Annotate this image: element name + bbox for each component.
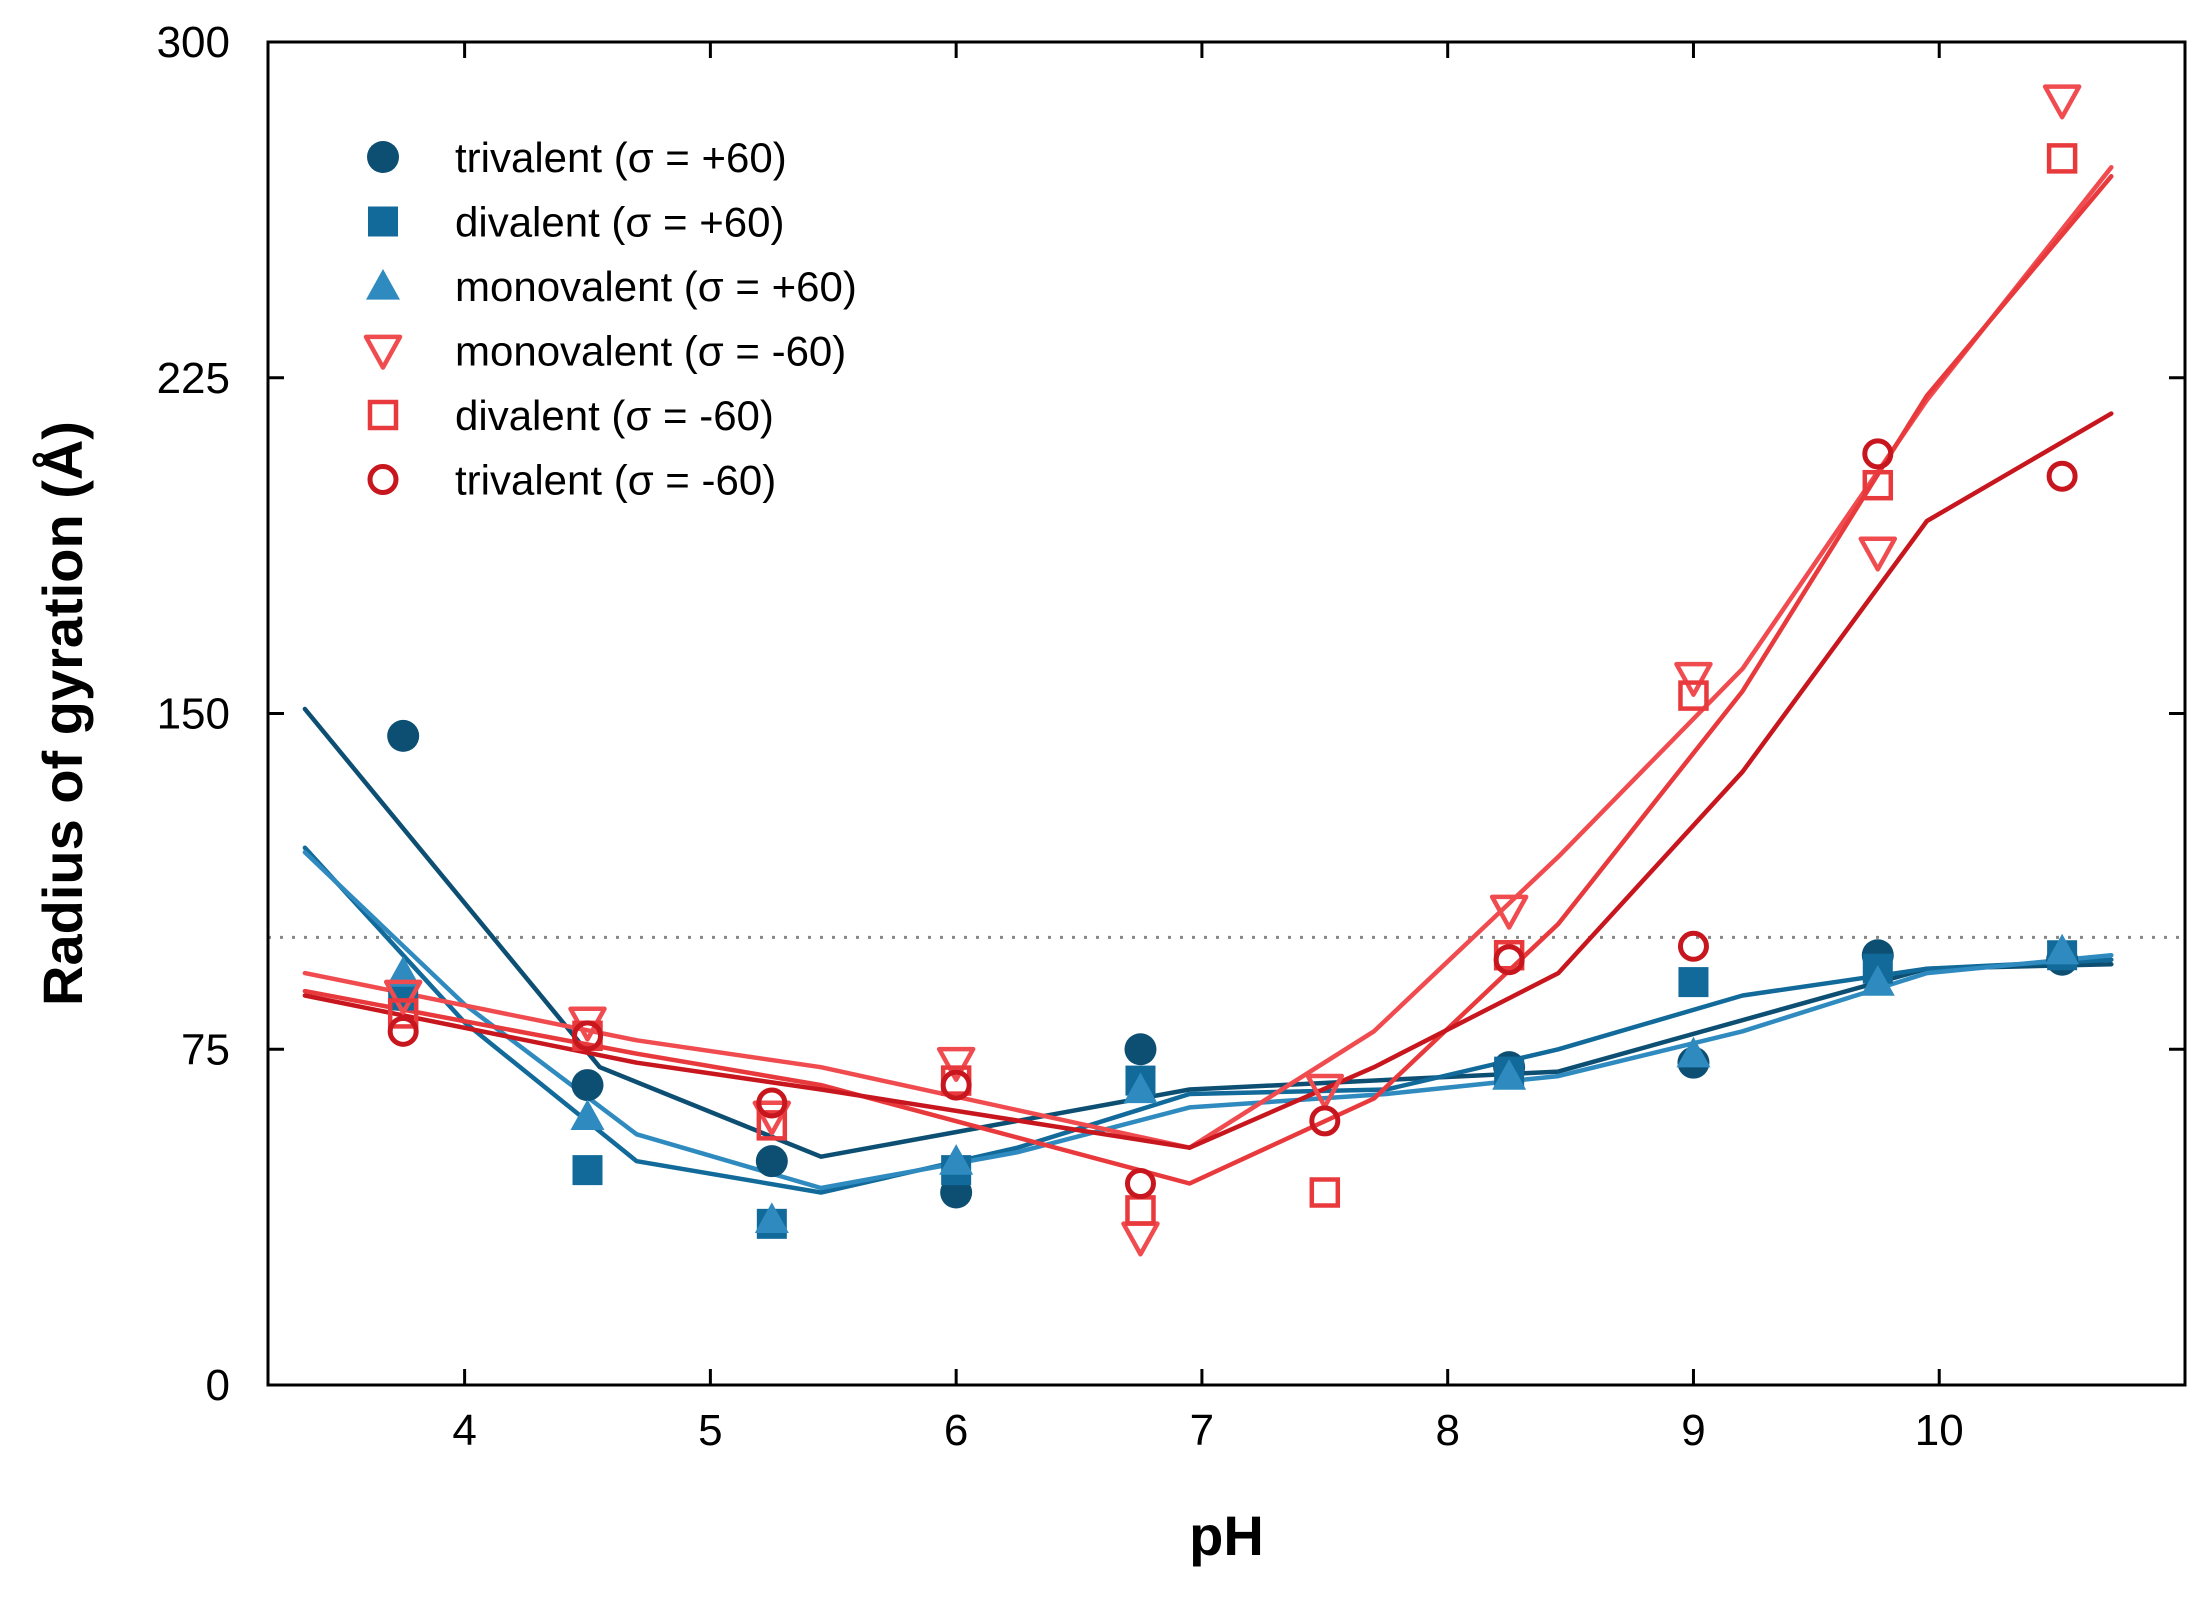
- legend-marker: [363, 334, 403, 370]
- data-point: [1123, 1072, 1158, 1104]
- data-point: [383, 979, 423, 1015]
- legend-marker: [368, 206, 398, 237]
- data-point: [387, 1015, 419, 1047]
- data-point: [386, 956, 421, 987]
- legend-label: divalent (σ = +60): [455, 199, 784, 246]
- legend-label: monovalent (σ = -60): [455, 328, 846, 375]
- x-tick-label: 7: [1190, 1406, 1214, 1455]
- legend-marker: [367, 141, 399, 173]
- data-points-layer: [383, 84, 2082, 1257]
- data-point: [754, 1202, 789, 1233]
- series-line-6: [302, 411, 2114, 1150]
- legend: trivalent (σ = +60) divalent (σ = +60) mon…: [363, 134, 857, 504]
- y-tick-label: 0: [206, 1361, 230, 1410]
- data-point: [1674, 661, 1713, 697]
- data-point: [570, 1099, 605, 1130]
- data-point: [387, 998, 419, 1029]
- y-tick-label: 300: [157, 18, 230, 67]
- legend-label: monovalent (σ = +60): [455, 263, 857, 310]
- data-point: [1125, 1195, 1156, 1226]
- legend-label: trivalent (σ = -60): [455, 457, 776, 504]
- data-point: [1124, 1168, 1156, 1200]
- data-point: [1858, 536, 1898, 572]
- data-point: [1677, 930, 1709, 962]
- data-point: [1309, 1177, 1341, 1208]
- data-point: [387, 719, 420, 752]
- data-point: [2045, 933, 2080, 965]
- data-point: [1309, 1105, 1341, 1137]
- legend-label: trivalent (σ = +60): [455, 134, 787, 181]
- data-point: [572, 1020, 603, 1052]
- data-point: [1492, 1059, 1527, 1090]
- legend-marker: [367, 399, 399, 431]
- y-tick-label: 75: [181, 1025, 230, 1074]
- data-point: [752, 1100, 792, 1136]
- y-tick-label: 225: [157, 354, 230, 403]
- data-point: [755, 1145, 788, 1178]
- x-tick-label: 6: [944, 1406, 968, 1455]
- legend-marker: [366, 269, 400, 300]
- data-point: [2046, 143, 2078, 174]
- data-point: [1678, 680, 1709, 711]
- data-point: [1862, 469, 1894, 501]
- data-point: [756, 1110, 788, 1141]
- data-point: [1676, 1036, 1711, 1068]
- x-tick-label: 10: [1915, 1406, 1964, 1455]
- data-point: [940, 1069, 972, 1101]
- x-tick-label: 5: [698, 1406, 722, 1455]
- x-tick-label: 9: [1681, 1406, 1705, 1455]
- data-point: [1124, 1033, 1157, 1066]
- data-point: [1493, 944, 1525, 976]
- y-axis-title: Radius of gyration (Å): [31, 421, 94, 1006]
- data-point: [1489, 894, 1529, 930]
- axis-ticks-layer: 4 5 6 7 8 9 10 0 75 150 225 300: [157, 18, 2185, 1455]
- x-tick-label: 4: [452, 1406, 476, 1455]
- data-point: [1305, 1073, 1345, 1109]
- data-point: [1121, 1221, 1160, 1257]
- x-tick-label: 8: [1435, 1406, 1459, 1455]
- data-point: [2046, 460, 2078, 492]
- data-point: [571, 1069, 604, 1102]
- x-axis-title: pH: [1189, 1504, 1264, 1567]
- y-tick-label: 150: [157, 690, 230, 739]
- data-point: [1862, 438, 1894, 470]
- data-point: [1860, 965, 1895, 996]
- data-point: [939, 1144, 974, 1175]
- data-point: [936, 1046, 976, 1082]
- data-point: [1678, 967, 1709, 998]
- legend-marker: [367, 464, 399, 495]
- data-point: [572, 1155, 603, 1186]
- data-point: [2042, 84, 2082, 120]
- data-point: [756, 1087, 788, 1119]
- legend-label: divalent (σ = -60): [455, 392, 774, 439]
